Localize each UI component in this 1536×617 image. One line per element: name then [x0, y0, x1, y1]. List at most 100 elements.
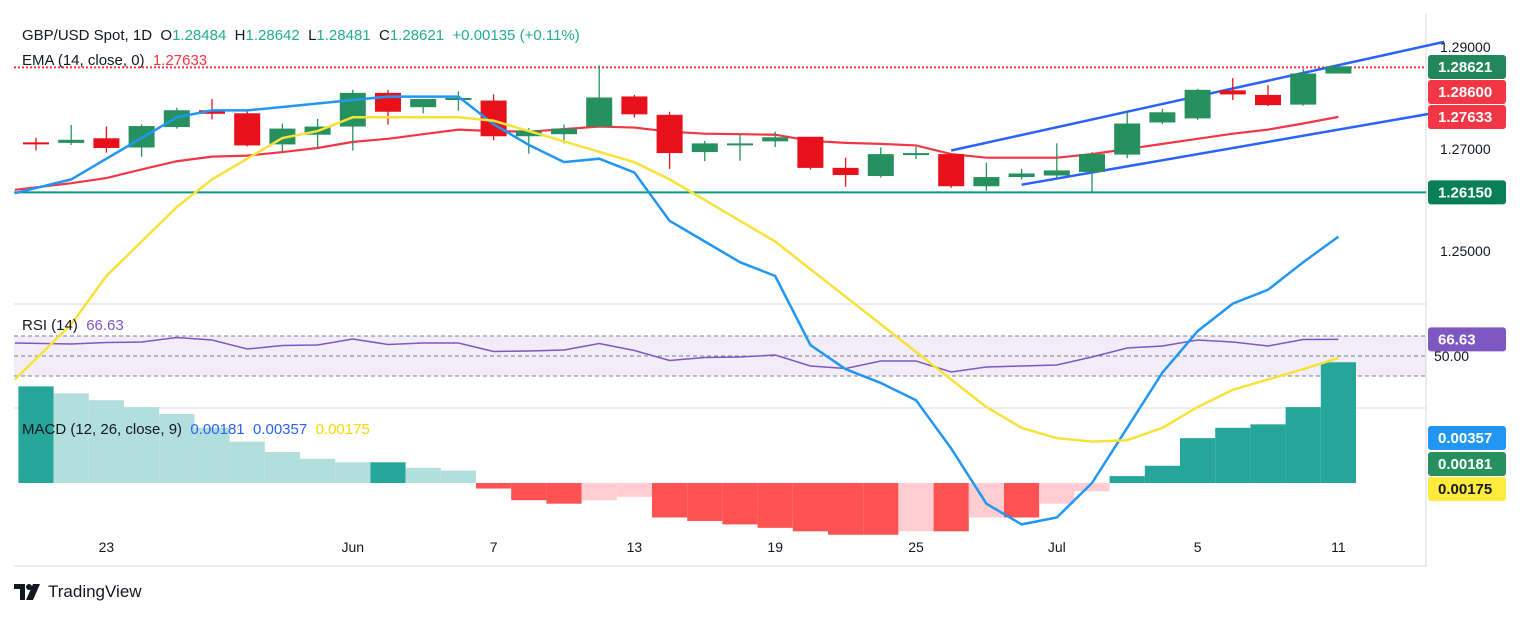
candle-body — [1079, 154, 1105, 172]
macd-value-label-bg — [1428, 426, 1506, 450]
price-tick-label: 1.27000 — [1440, 141, 1491, 157]
macd-histogram-bar — [863, 483, 899, 535]
open-label: O — [160, 27, 173, 44]
high-label: H — [234, 27, 246, 44]
x-tick-label: Jun — [342, 539, 365, 555]
macd-histogram-bar — [757, 483, 793, 528]
candle-body — [1149, 112, 1176, 123]
candle-body — [586, 97, 613, 127]
x-tick-label: 19 — [767, 539, 783, 555]
rsi-value-label-bg — [1428, 327, 1506, 352]
ohlc-legend: GBP/USD Spot, 1D O1.28484 H1.28642 L1.28… — [22, 27, 580, 44]
ema-price-label: 1.27633 — [1438, 109, 1492, 126]
candle-body — [1255, 94, 1281, 106]
macd-histogram-bar — [1109, 476, 1145, 483]
macd-histogram-bar — [405, 467, 441, 483]
macd-legend-hist: 0.00175 — [315, 421, 370, 438]
hist-value-label-bg — [1428, 477, 1506, 501]
candle-body — [515, 130, 542, 137]
candle-body — [1043, 170, 1070, 176]
x-tick-label: 5 — [1194, 539, 1202, 555]
ema-price-label-bg — [1428, 105, 1506, 129]
macd-histogram-bar — [1144, 465, 1180, 483]
macd-histogram-bar — [581, 483, 617, 501]
macd-legend-signal: 0.00357 — [252, 421, 308, 438]
rsi-axis-label: 50.00 — [1434, 348, 1469, 364]
macd-histogram-bar — [722, 483, 758, 525]
macd-histogram-bar — [300, 458, 336, 483]
rsi-legend-label: RSI (14) — [22, 317, 78, 334]
macd-histogram-bar — [229, 441, 265, 483]
signal-line — [14, 116, 1339, 443]
candle-body — [867, 154, 894, 177]
macd-histogram-bar — [511, 483, 547, 501]
macd-histogram-bar — [792, 483, 828, 532]
price-tick-label: 1.29000 — [1440, 39, 1491, 55]
candle-body — [797, 136, 824, 168]
macd-histogram-bar — [370, 462, 406, 483]
x-tick-label: 13 — [627, 539, 643, 555]
macd-histogram-bar — [1004, 483, 1040, 518]
candle-body — [1290, 73, 1317, 105]
macd-histogram-bar — [1039, 483, 1075, 504]
resistance-label-bg — [1428, 80, 1506, 104]
macd-histogram-bar — [335, 462, 371, 483]
candle-body — [1219, 90, 1246, 95]
candle-body — [410, 99, 437, 108]
macd-histogram-bar — [1320, 362, 1356, 483]
macd-histogram-bar — [1074, 483, 1110, 492]
macd-histogram-bar — [1285, 407, 1321, 483]
macd-histogram-bar — [898, 483, 934, 532]
macd-histogram-bar — [264, 451, 300, 483]
candle-body — [1325, 66, 1352, 74]
axis-layer: 1.29000 1.27000 1.25000 1.28621 1.28600 1.276… — [99, 39, 1506, 555]
change-value: +0.00135 (+0.11%) — [452, 27, 580, 44]
open-value: 1.28484 — [172, 27, 227, 44]
signal-value-label-bg — [1428, 452, 1506, 476]
macd-histogram-bar — [1215, 427, 1251, 483]
rsi-legend: RSI (14) 66.63 — [22, 317, 124, 334]
close-label: C — [379, 27, 390, 44]
macd-histogram-bar — [828, 483, 864, 535]
candle-body — [1184, 89, 1211, 119]
ema-legend-value: 1.27633 — [152, 52, 208, 69]
candle-body — [762, 137, 789, 142]
x-tick-label: 23 — [99, 539, 115, 555]
tradingview-icon — [14, 584, 40, 600]
rsi-value-label: 66.63 — [1438, 331, 1476, 348]
macd-legend-label: MACD (12, 26, close, 9) — [22, 421, 183, 438]
macd-histogram-bar — [616, 483, 652, 497]
macd-legend: MACD (12, 26, close, 9) 0.00181 0.00357 … — [22, 421, 370, 438]
symbol-label: GBP/USD Spot, 1D — [22, 27, 153, 44]
macd-histogram-bar — [1180, 438, 1216, 483]
brand-name: TradingView — [48, 582, 142, 601]
macd-histogram-bar — [440, 470, 476, 483]
macd-histogram-bar — [53, 393, 89, 483]
candle-body — [727, 143, 753, 146]
rsi-pane — [14, 335, 1426, 377]
candle-body — [691, 143, 718, 153]
macd-histogram-bar — [88, 400, 124, 483]
candle-body — [832, 167, 859, 176]
rsi-legend-value: 66.63 — [86, 317, 124, 334]
macd-histogram-bar — [18, 386, 54, 483]
macd-legend-macd: 0.00181 — [190, 421, 245, 438]
ema-legend: EMA (14, close, 0) 1.27633 — [22, 52, 207, 69]
rsi-line — [14, 336, 1339, 373]
low-value: 1.28481 — [316, 27, 371, 44]
macd-histogram-bar — [124, 407, 160, 483]
tradingview-logo[interactable]: TradingView — [14, 582, 142, 602]
candle-body — [656, 114, 683, 154]
low-label: L — [308, 27, 317, 44]
macd-line — [14, 95, 1340, 526]
high-value: 1.28642 — [245, 27, 300, 44]
candle-body — [23, 142, 49, 145]
support-label-bg — [1428, 180, 1506, 205]
price-tick-label: 1.25000 — [1440, 243, 1491, 259]
macd-histogram-bar — [194, 427, 230, 483]
x-tick-label: Jul — [1048, 539, 1066, 555]
candle-body — [1114, 123, 1141, 155]
candle-body — [1008, 173, 1035, 178]
